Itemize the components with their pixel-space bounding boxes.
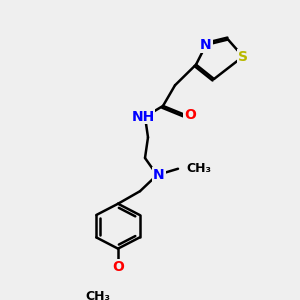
Text: N: N: [200, 38, 212, 52]
Text: O: O: [112, 260, 124, 274]
Text: CH₃: CH₃: [85, 290, 110, 300]
Text: O: O: [184, 108, 196, 122]
Text: NH: NH: [131, 110, 154, 124]
Text: CH₃: CH₃: [186, 162, 211, 175]
Text: N: N: [153, 168, 165, 182]
Text: S: S: [238, 50, 248, 64]
